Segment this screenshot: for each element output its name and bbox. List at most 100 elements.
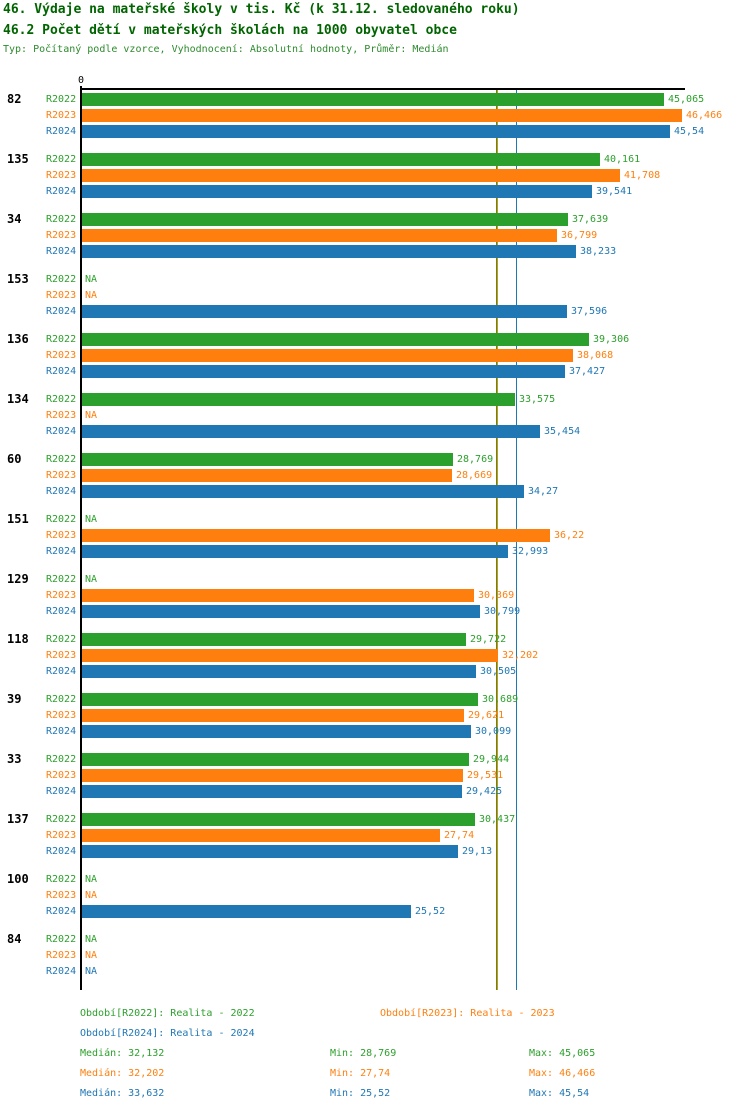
bar-r2023 <box>82 829 440 842</box>
row-label-r2024: R2024 <box>46 366 77 377</box>
row-label-r2023: R2023 <box>46 890 77 901</box>
na-label: NA <box>85 574 98 585</box>
group-label: 135 <box>7 152 29 166</box>
row-label-r2024: R2024 <box>46 786 77 797</box>
group-label: 84 <box>7 932 22 946</box>
row-label-r2022: R2022 <box>46 214 77 225</box>
bar-r2022 <box>82 333 589 346</box>
legend-item-r2024: Období[R2024]: Realita - 2024 <box>80 1028 255 1039</box>
group-label: 34 <box>7 212 22 226</box>
bar-r2024 <box>82 665 476 678</box>
bar-r2022 <box>82 153 600 166</box>
stat-min-r2024: Min: 25,52 <box>330 1088 391 1099</box>
bar-value-label: 30,437 <box>479 814 516 825</box>
bar-r2023 <box>82 349 573 362</box>
bar-value-label: 30,369 <box>478 590 515 601</box>
row-label-r2022: R2022 <box>46 454 77 465</box>
bar-r2022 <box>82 693 478 706</box>
row-label-r2023: R2023 <box>46 350 77 361</box>
bar-r2023 <box>82 229 557 242</box>
bar-value-label: 29,425 <box>466 786 503 797</box>
bar-r2024 <box>82 365 565 378</box>
bar-value-label: 38,068 <box>577 350 614 361</box>
group-label: 153 <box>7 272 29 286</box>
row-label-r2022: R2022 <box>46 274 77 285</box>
row-label-r2022: R2022 <box>46 874 77 885</box>
bar-value-label: 27,74 <box>444 830 475 841</box>
stat-min-r2022: Min: 28,769 <box>330 1048 397 1059</box>
chart-meta-line: Typ: Počítaný podle vzorce, Vyhodnocení:… <box>3 44 449 55</box>
bar-value-label: 45,54 <box>674 126 705 137</box>
bar-r2022 <box>82 813 475 826</box>
group-label: 136 <box>7 332 29 346</box>
bar-value-label: 30,689 <box>482 694 519 705</box>
y-axis-line <box>80 86 82 990</box>
axis-zero-label: 0 <box>77 75 85 86</box>
bar-value-label: 32,993 <box>512 546 549 557</box>
na-label: NA <box>85 514 98 525</box>
bar-value-label: 29,13 <box>462 846 493 857</box>
stat-median-r2022: Medián: 32,132 <box>80 1048 165 1059</box>
stat-median-r2024: Medián: 33,632 <box>80 1088 165 1099</box>
na-label: NA <box>85 290 98 301</box>
row-label-r2022: R2022 <box>46 754 77 765</box>
row-label-r2023: R2023 <box>46 830 77 841</box>
row-label-r2023: R2023 <box>46 650 77 661</box>
na-label: NA <box>85 874 98 885</box>
row-label-r2023: R2023 <box>46 290 77 301</box>
bar-r2023 <box>82 649 498 662</box>
bar-r2023 <box>82 589 474 602</box>
row-label-r2022: R2022 <box>46 514 77 525</box>
bar-value-label: 45,065 <box>668 94 705 105</box>
bar-value-label: 46,466 <box>686 110 723 121</box>
row-label-r2024: R2024 <box>46 486 77 497</box>
bar-value-label: 41,708 <box>624 170 661 181</box>
na-label: NA <box>85 966 98 977</box>
group-label: 151 <box>7 512 29 526</box>
bar-r2023 <box>82 769 463 782</box>
stat-min-r2023: Min: 27,74 <box>330 1068 391 1079</box>
row-label-r2024: R2024 <box>46 666 77 677</box>
bar-value-label: 29,944 <box>473 754 510 765</box>
na-label: NA <box>85 410 98 421</box>
legend-item-r2022: Období[R2022]: Realita - 2022 <box>80 1008 255 1019</box>
page-title: 46. Výdaje na mateřské školy v tis. Kč (… <box>3 2 520 17</box>
na-label: NA <box>85 274 98 285</box>
row-label-r2024: R2024 <box>46 726 77 737</box>
group-label: 100 <box>7 872 29 886</box>
row-label-r2023: R2023 <box>46 410 77 421</box>
group-label: 137 <box>7 812 29 826</box>
row-label-r2022: R2022 <box>46 94 77 105</box>
row-label-r2022: R2022 <box>46 334 77 345</box>
row-label-r2022: R2022 <box>46 154 77 165</box>
group-label: 129 <box>7 572 29 586</box>
row-label-r2024: R2024 <box>46 906 77 917</box>
row-label-r2024: R2024 <box>46 846 77 857</box>
row-label-r2024: R2024 <box>46 426 77 437</box>
row-label-r2023: R2023 <box>46 950 77 961</box>
bar-r2023 <box>82 469 452 482</box>
bar-value-label: 38,233 <box>580 246 617 257</box>
row-label-r2023: R2023 <box>46 110 77 121</box>
bar-value-label: 30,505 <box>480 666 517 677</box>
row-label-r2022: R2022 <box>46 814 77 825</box>
bar-value-label: 25,52 <box>415 906 446 917</box>
bar-value-label: 28,769 <box>457 454 494 465</box>
row-label-r2023: R2023 <box>46 530 77 541</box>
row-label-r2022: R2022 <box>46 634 77 645</box>
row-label-r2023: R2023 <box>46 470 77 481</box>
row-label-r2022: R2022 <box>46 694 77 705</box>
row-label-r2023: R2023 <box>46 590 77 601</box>
bar-r2024 <box>82 545 508 558</box>
row-label-r2024: R2024 <box>46 306 77 317</box>
bar-value-label: 37,596 <box>571 306 608 317</box>
group-label: 39 <box>7 692 22 706</box>
bar-r2024 <box>82 425 540 438</box>
row-label-r2022: R2022 <box>46 394 77 405</box>
row-label-r2023: R2023 <box>46 230 77 241</box>
bar-r2024 <box>82 845 458 858</box>
na-label: NA <box>85 890 98 901</box>
bar-chart: 0 82 R2022 45,065 R2023 46,466 R2024 45,54 135 R… <box>7 75 723 990</box>
row-label-r2022: R2022 <box>46 934 77 945</box>
group-label: 134 <box>7 392 29 406</box>
